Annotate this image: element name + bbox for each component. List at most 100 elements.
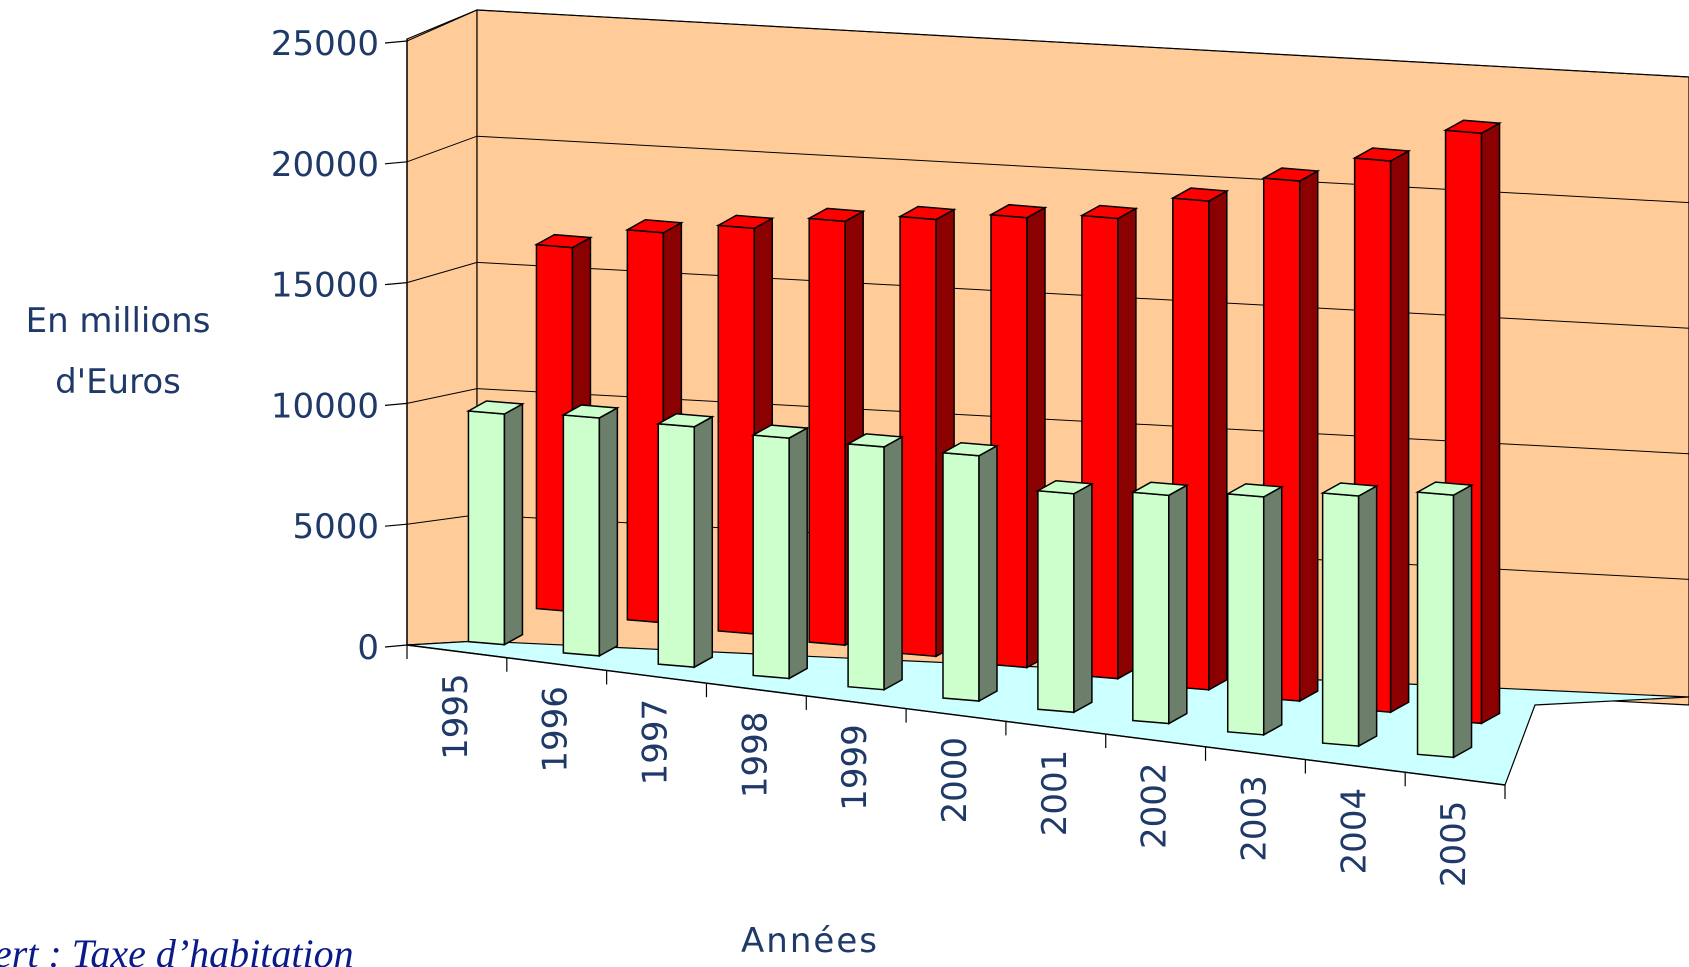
x-tick-labels: 1995 1996 1997 1998 1999 2000 2001 2002 2003 2004… <box>436 673 1474 887</box>
bar-green-2005-side <box>1452 483 1473 759</box>
y-tick-label: 10000 <box>271 386 379 426</box>
bar-green-2001-top <box>1035 479 1095 495</box>
bar-red-2002-side <box>1208 189 1228 692</box>
x-tick-label: 1999 <box>835 724 875 811</box>
x-tick-label: 2004 <box>1334 788 1374 875</box>
bar-green-1997-front <box>657 422 696 668</box>
gridline-side <box>406 514 478 525</box>
bar-green-1995-top <box>465 400 525 415</box>
bar-red-1998-front <box>808 217 846 646</box>
x-tick-label: 2001 <box>1035 750 1075 837</box>
bar-red-1996-top <box>624 219 684 234</box>
y-tick-mark <box>384 40 408 44</box>
bar-green-2001 <box>1035 479 1095 714</box>
bar-green-2003 <box>1225 483 1285 737</box>
y-tick-label: 20000 <box>271 145 379 185</box>
x-axis-title: Années <box>741 921 879 961</box>
x-tick-label: 2000 <box>935 737 975 824</box>
bar-red-2003-side <box>1298 169 1319 703</box>
y-tick-mark <box>384 523 408 527</box>
y-tick-mark <box>384 644 408 648</box>
bar-green-1997 <box>655 413 715 669</box>
axes <box>384 39 1506 799</box>
y-tick-mark <box>384 402 408 406</box>
x-tick-label: 2003 <box>1234 775 1274 862</box>
side-wall <box>406 9 478 646</box>
x-tick-label: 2002 <box>1135 762 1175 849</box>
bar-green-1997-side <box>693 415 714 669</box>
bar-red-2005-top <box>1443 119 1503 134</box>
bar-green-1996-side <box>598 406 619 658</box>
bar-green-1998-top <box>750 424 810 439</box>
x-tick-label: 1996 <box>536 686 576 773</box>
bar-red-2002-top <box>1170 187 1230 202</box>
y-axis-title-line-2: d'Euros <box>55 362 181 402</box>
bar-red-2003-top <box>1261 167 1321 182</box>
bar-green-2005 <box>1415 481 1475 759</box>
bar-green-2000-side <box>978 444 998 703</box>
bar-red-1997-top <box>715 214 775 230</box>
y-tick-mark <box>384 161 408 165</box>
x-axis-line <box>406 644 1506 786</box>
bar-green-2002-top <box>1130 481 1190 497</box>
bar-green-1998 <box>750 424 810 680</box>
bar-green-2004-top <box>1320 482 1380 497</box>
bar-green-1996 <box>560 404 620 658</box>
bars <box>465 119 1503 759</box>
bar-red-2004-side <box>1389 149 1410 714</box>
bar-green-1995-side <box>503 402 524 646</box>
bar-green-2001-side <box>1073 482 1093 714</box>
bar-green-2005-top <box>1415 481 1475 496</box>
y-tick-label: 25000 <box>271 24 379 64</box>
bar-green-1999-side <box>883 435 903 692</box>
bar-red-1999-front <box>899 215 937 658</box>
bar-green-2000-front <box>942 451 980 702</box>
bar-green-1998-front <box>752 434 790 680</box>
bar-green-1999-top <box>845 433 905 448</box>
bar-green-2005-front <box>1416 491 1455 759</box>
bar-red-2001-top <box>1079 204 1139 220</box>
x-tick-label: 1998 <box>735 712 775 799</box>
x-tick-label: 1997 <box>636 699 676 786</box>
y-tick-label: 5000 <box>292 507 379 547</box>
bar-green-2000 <box>940 442 1000 703</box>
bar-green-1999-front <box>847 443 885 691</box>
bar-green-2004-side <box>1357 484 1378 748</box>
bar-green-2004-front <box>1321 492 1360 747</box>
x-tick-label: 1995 <box>436 673 476 760</box>
gridline-side <box>406 388 478 404</box>
legend-partial-text: ert : Taxe d’habitation <box>0 931 354 967</box>
bar-red-1997-front <box>717 224 756 635</box>
gridline-side <box>406 9 478 42</box>
bar-green-1996-top <box>560 404 620 419</box>
bar-green-2000-top <box>940 442 1000 457</box>
gridline-side <box>406 135 478 163</box>
bar-green-2002-front <box>1132 491 1170 725</box>
gridline-back <box>476 9 1689 78</box>
bar-green-2002 <box>1130 481 1190 725</box>
bar-red-2000 <box>988 203 1048 669</box>
bar-red-2005-side <box>1480 121 1501 725</box>
y-tick-mark <box>384 282 408 286</box>
bar-green-1996-front <box>562 414 601 657</box>
bar-red-2000-top <box>988 203 1048 219</box>
gridline-side <box>406 261 478 284</box>
y-tick-label: 0 <box>357 628 379 668</box>
bar-green-1999 <box>845 433 905 692</box>
bar-green-1995 <box>465 400 525 646</box>
bar-green-2003-front <box>1226 493 1265 736</box>
bar-green-2003-side <box>1262 485 1283 737</box>
bar-green-2004 <box>1320 482 1380 748</box>
bar-green-1997-top <box>655 413 715 428</box>
bar-green-2001-front <box>1037 489 1075 714</box>
bar-green-2002-side <box>1168 484 1188 725</box>
y-axis-title-line-1: En millions <box>26 301 211 341</box>
y-tick-label: 15000 <box>271 266 379 306</box>
bar-red-2004-top <box>1352 147 1412 162</box>
bar-green-2003-top <box>1225 483 1285 498</box>
bar-red-1995-top <box>533 233 593 249</box>
bar-green-1995-front <box>467 410 506 646</box>
y-tick-labels: 0 5000 10000 15000 20000 25000 <box>271 24 379 668</box>
bar-green-1998-side <box>788 426 808 680</box>
